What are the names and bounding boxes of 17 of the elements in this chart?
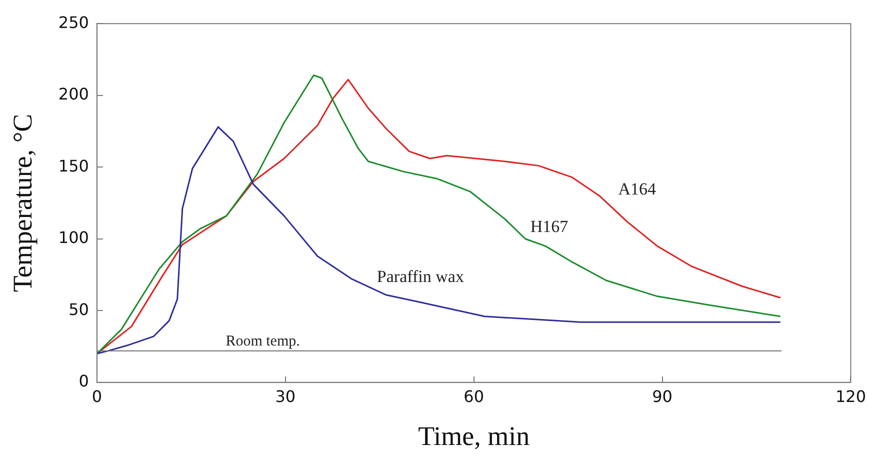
- x-tick-label: 0: [92, 387, 102, 406]
- y-tick-label: 0: [78, 372, 89, 391]
- series-label: Paraffin wax: [376, 267, 464, 286]
- x-tick-label: 60: [464, 387, 484, 406]
- x-axis-title: Time, min: [418, 420, 530, 451]
- x-tick-label: 120: [835, 387, 866, 406]
- y-tick-label: 150: [58, 156, 89, 176]
- ref-line-label: Room temp.: [226, 333, 300, 350]
- y-tick-label: 100: [58, 228, 89, 248]
- x-tick-label: 30: [275, 387, 296, 406]
- y-axis-title: Temperature, °C: [7, 114, 38, 292]
- y-tick-label: 250: [58, 12, 89, 32]
- y-tick-label: 50: [68, 300, 89, 319]
- series-label: A164: [618, 180, 657, 199]
- x-tick-label: 90: [652, 387, 672, 406]
- y-tick-label: 200: [58, 84, 89, 104]
- series-label: H167: [530, 216, 569, 236]
